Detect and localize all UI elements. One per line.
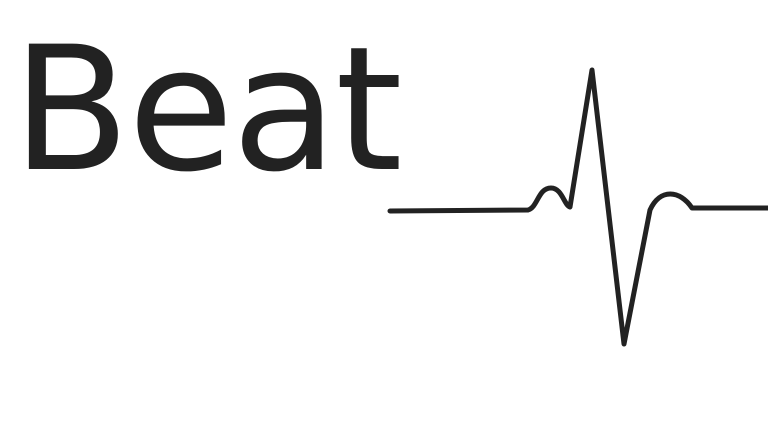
beat-title: Beat: [12, 9, 403, 210]
pulse-line: [387, 67, 768, 347]
